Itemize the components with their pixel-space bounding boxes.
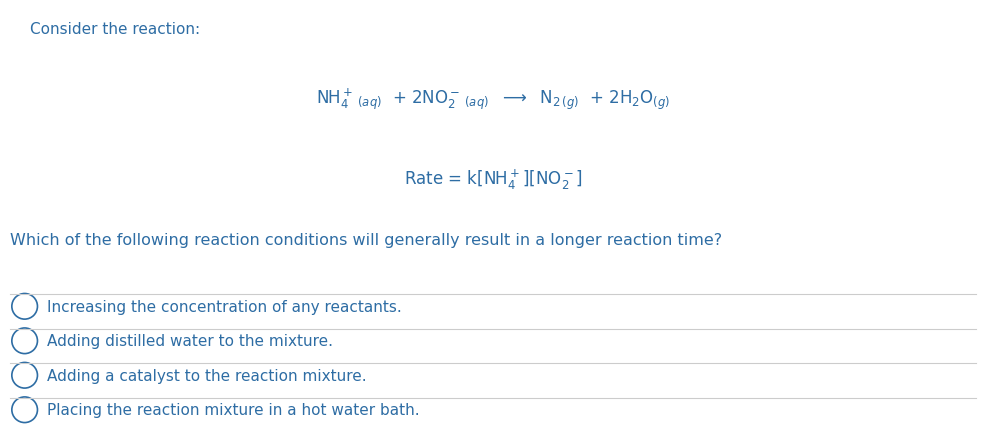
- Text: Adding distilled water to the mixture.: Adding distilled water to the mixture.: [47, 334, 333, 348]
- Text: Consider the reaction:: Consider the reaction:: [30, 22, 200, 37]
- Text: Rate = k[NH$_4^+$][NO$_2^-$]: Rate = k[NH$_4^+$][NO$_2^-$]: [403, 168, 583, 192]
- Text: Adding a catalyst to the reaction mixture.: Adding a catalyst to the reaction mixtur…: [47, 368, 367, 383]
- Text: Which of the following reaction conditions will generally result in a longer rea: Which of the following reaction conditio…: [10, 232, 722, 247]
- Text: Increasing the concentration of any reactants.: Increasing the concentration of any reac…: [47, 299, 402, 314]
- Text: NH$_4^+$$_{\,(aq)}$  + 2NO$_2^-$$_{\,(aq)}$  $\longrightarrow$  N$_{2\,(g)}$  + : NH$_4^+$$_{\,(aq)}$ + 2NO$_2^-$$_{\,(aq)…: [316, 86, 670, 111]
- Text: Placing the reaction mixture in a hot water bath.: Placing the reaction mixture in a hot wa…: [47, 402, 420, 417]
